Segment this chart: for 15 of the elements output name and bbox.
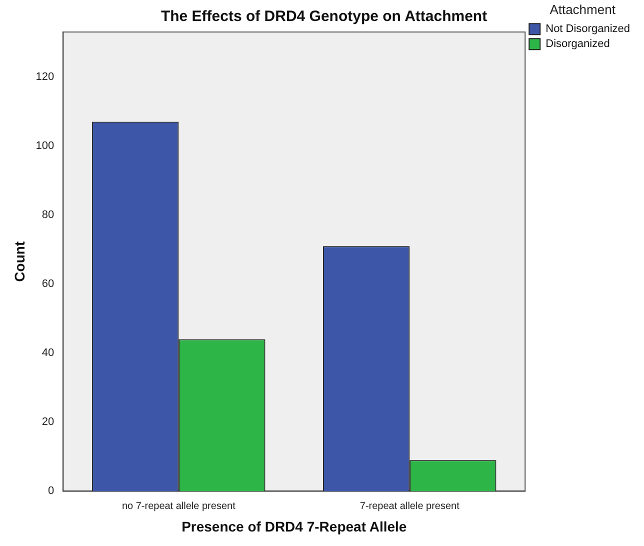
y-tick-label: 60 xyxy=(42,278,54,290)
legend-title: Attachment xyxy=(550,2,616,18)
x-axis-title: Presence of DRD4 7-Repeat Allele xyxy=(182,518,407,534)
y-tick-label: 0 xyxy=(48,485,54,498)
x-tick-label: no 7-repeat allele present xyxy=(122,500,236,512)
y-tick-label: 100 xyxy=(36,140,54,152)
y-tick-label: 80 xyxy=(42,209,54,222)
legend-label: Disorganized xyxy=(546,38,610,50)
y-axis-title: Count xyxy=(11,241,28,282)
y-tick-label: 40 xyxy=(42,347,54,360)
x-tick-label: 7-repeat allele present xyxy=(360,500,460,512)
chart-title: The Effects of DRD4 Genotype on Attachment xyxy=(160,8,488,26)
y-tick-label: 120 xyxy=(36,70,54,83)
legend-label: Not Disorganized xyxy=(546,23,630,36)
y-tick-label: 20 xyxy=(42,416,54,428)
